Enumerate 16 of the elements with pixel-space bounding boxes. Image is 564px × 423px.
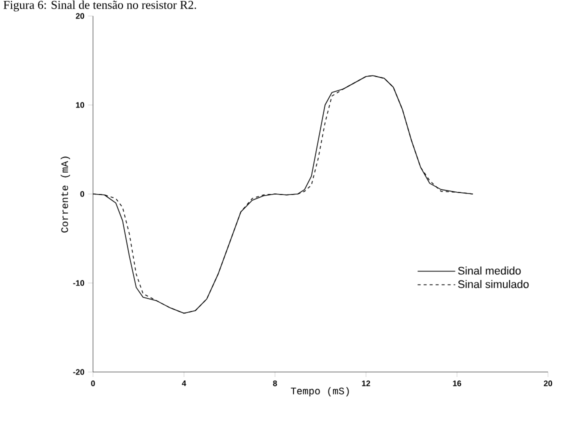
legend-label: Sinal simulado	[458, 280, 529, 288]
x-tick-label: 0	[91, 380, 95, 386]
y-tick-label: 10	[76, 102, 84, 108]
y-tick-label: 20	[76, 13, 84, 19]
y-tick-label: -20	[73, 369, 84, 375]
x-tick-label: 20	[544, 380, 552, 386]
x-tick-label: 16	[453, 380, 462, 386]
x-tick-label: 8	[273, 380, 277, 386]
x-tick-label: 12	[362, 380, 370, 386]
x-tick-label: 4	[182, 380, 186, 386]
x-axis-title: Tempo (mS)	[290, 387, 349, 396]
y-tick-label: -10	[73, 280, 84, 286]
chart-title: Figura 6: Sinal de tensão no resistor R2.	[4, 0, 196, 12]
y-tick-label: 0	[80, 191, 84, 197]
y-axis-title: Corrente (mA)	[60, 156, 70, 232]
legend-label: Sinal medido	[458, 266, 521, 275]
